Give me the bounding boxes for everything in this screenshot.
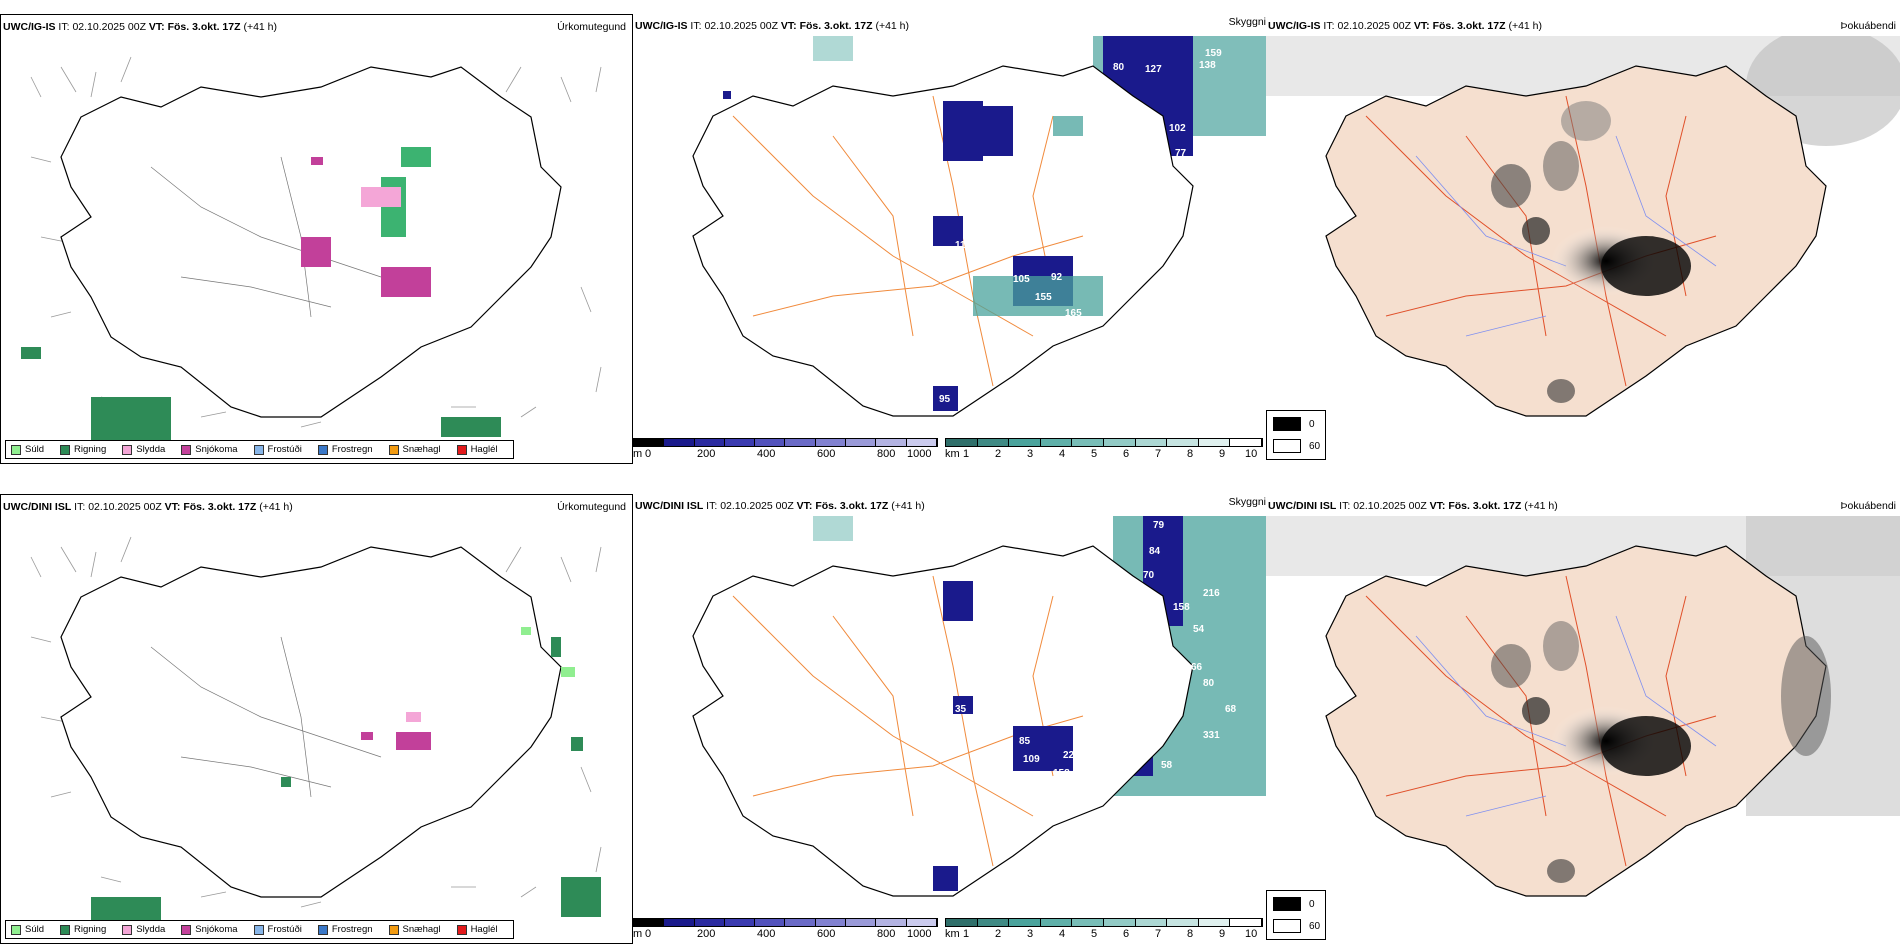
legend-item: Haglél	[456, 924, 498, 935]
unit-label: km	[945, 928, 960, 940]
map-title: UWC/IG-IS IT: 02.10.2025 00Z VT: Fös. 3.…	[635, 20, 910, 32]
map-title: UWC/DINI ISL IT: 02.10.2025 00Z VT: Fös.…	[635, 500, 925, 512]
vis-label: 158	[1173, 602, 1190, 613]
fog-indicator-map-row2: UWC/DINI ISL IT: 02.10.2025 00Z VT: Fös.…	[1266, 494, 1900, 944]
precip-type-map-row1: UWC/IG-IS IT: 02.10.2025 00Z VT: Fös. 3.…	[0, 14, 633, 464]
vis-label: 70	[1143, 570, 1155, 581]
vis-label: 18	[991, 180, 1003, 191]
vis-label: 138	[1199, 60, 1216, 71]
precip-legend: Súld Rigning Slydda Snjókoma Frostúði Fr…	[5, 920, 514, 939]
vis-label: 84	[1149, 546, 1161, 557]
panel-type-label: Þokuábendi	[1840, 20, 1896, 32]
vis-label: 95	[939, 394, 951, 405]
legend-item: Rigning	[60, 444, 106, 455]
vis-label: 109	[1023, 754, 1040, 765]
vis-label: 158	[1053, 768, 1070, 779]
km-colorbar: km 1 2 3 4 5 6 7 8 9 10	[945, 438, 1265, 462]
panel-type-label: Þokuábendi	[1840, 500, 1896, 512]
vis-label: 79	[1153, 520, 1165, 531]
legend-item: Súld	[11, 444, 44, 455]
vis-label: 54	[1193, 624, 1205, 635]
iceland-visibility-map: 80 127 159 138 102 77 91 18 137 116 15 1…	[692, 36, 1266, 417]
legend-item: Frostregn	[317, 444, 373, 455]
vis-label: 216	[1203, 588, 1220, 599]
vis-label: 102	[1169, 123, 1186, 134]
vis-label: 127	[1145, 64, 1162, 75]
iceland-fog-map	[1266, 516, 1900, 897]
vis-label: 159	[1205, 48, 1222, 59]
height-colorbar: m 0 200 400 600 800 1000	[633, 918, 943, 942]
map-title: UWC/IG-IS IT: 02.10.2025 00Z VT: Fös. 3.…	[3, 21, 278, 33]
precip-type-map-row2: UWC/DINI ISL IT: 02.10.2025 00Z VT: Fös.…	[0, 494, 633, 944]
visibility-map-row1: UWC/IG-IS IT: 02.10.2025 00Z VT: Fös. 3.…	[633, 14, 1266, 464]
unit-label: m	[633, 448, 643, 460]
unit-label: km	[945, 448, 960, 460]
panel-type-label: Úrkomutegund	[557, 21, 626, 33]
legend-item: Snæhagl	[388, 924, 441, 935]
legend-item: Súld	[11, 924, 44, 935]
vis-label: 137	[1005, 180, 1022, 191]
fog-legend-row2: 0 60	[1266, 890, 1326, 940]
fog-indicator-map-row1: UWC/IG-IS IT: 02.10.2025 00Z VT: Fös. 3.…	[1266, 14, 1900, 464]
legend-item: Slydda	[122, 444, 165, 455]
panel-type-label: Skyggni	[1228, 496, 1266, 508]
vis-label: 165	[1065, 308, 1082, 319]
precip-legend: Súld Rigning Slydda Snjókoma Frostúði Fr…	[5, 440, 514, 459]
vis-label: 155	[1035, 292, 1052, 303]
unit-label: m	[633, 928, 643, 940]
iceland-precip-map	[30, 536, 602, 927]
vis-label: 68	[1225, 704, 1237, 715]
map-title: UWC/DINI ISL IT: 02.10.2025 00Z VT: Fös.…	[1268, 500, 1558, 512]
vis-label: 105	[1013, 274, 1030, 285]
vis-label: 35	[955, 704, 967, 715]
iceland-fog-map	[1266, 36, 1900, 417]
height-colorbar: m 0 200 400 600 800 1000	[633, 438, 943, 462]
vis-label: 15	[1025, 236, 1037, 247]
panel-type-label: Skyggni	[1228, 16, 1266, 28]
legend-item: Snæhagl	[388, 444, 441, 455]
vis-label: 116	[955, 240, 972, 251]
legend-item: Haglél	[456, 444, 498, 455]
legend-item: Frostregn	[317, 924, 373, 935]
vis-label: 220	[1063, 750, 1080, 761]
vis-label: 66	[1191, 662, 1203, 673]
iceland-visibility-map: 79 84 70 158 216 51 54 66 80 68 85 109 2…	[692, 516, 1266, 897]
iceland-precip-map	[21, 56, 602, 452]
map-title: UWC/DINI ISL IT: 02.10.2025 00Z VT: Fös.…	[3, 501, 293, 513]
vis-label: 80	[1113, 62, 1125, 73]
vis-label: 80	[1203, 678, 1215, 689]
legend-item: Slydda	[122, 924, 165, 935]
km-colorbar: km 1 2 3 4 5 6 7 8 9 10	[945, 918, 1265, 942]
legend-item: Snjókoma	[181, 924, 238, 935]
vis-label: 91	[1049, 140, 1061, 151]
fog-legend-row1: 0 60	[1266, 410, 1326, 460]
legend-item: Snjókoma	[181, 444, 238, 455]
vis-label: 331	[1203, 730, 1220, 741]
legend-item: Frostúði	[253, 924, 302, 935]
vis-label: 92	[1051, 272, 1063, 283]
visibility-map-row2: UWC/DINI ISL IT: 02.10.2025 00Z VT: Fös.…	[633, 494, 1266, 944]
panel-type-label: Úrkomutegund	[557, 501, 626, 513]
legend-item: Rigning	[60, 924, 106, 935]
vis-label: 51	[1133, 624, 1145, 635]
map-title: UWC/IG-IS IT: 02.10.2025 00Z VT: Fös. 3.…	[1268, 20, 1543, 32]
vis-label: 85	[1019, 736, 1031, 747]
vis-label: 77	[1175, 148, 1187, 159]
vis-label: 58	[1161, 760, 1173, 771]
legend-item: Frostúði	[253, 444, 302, 455]
